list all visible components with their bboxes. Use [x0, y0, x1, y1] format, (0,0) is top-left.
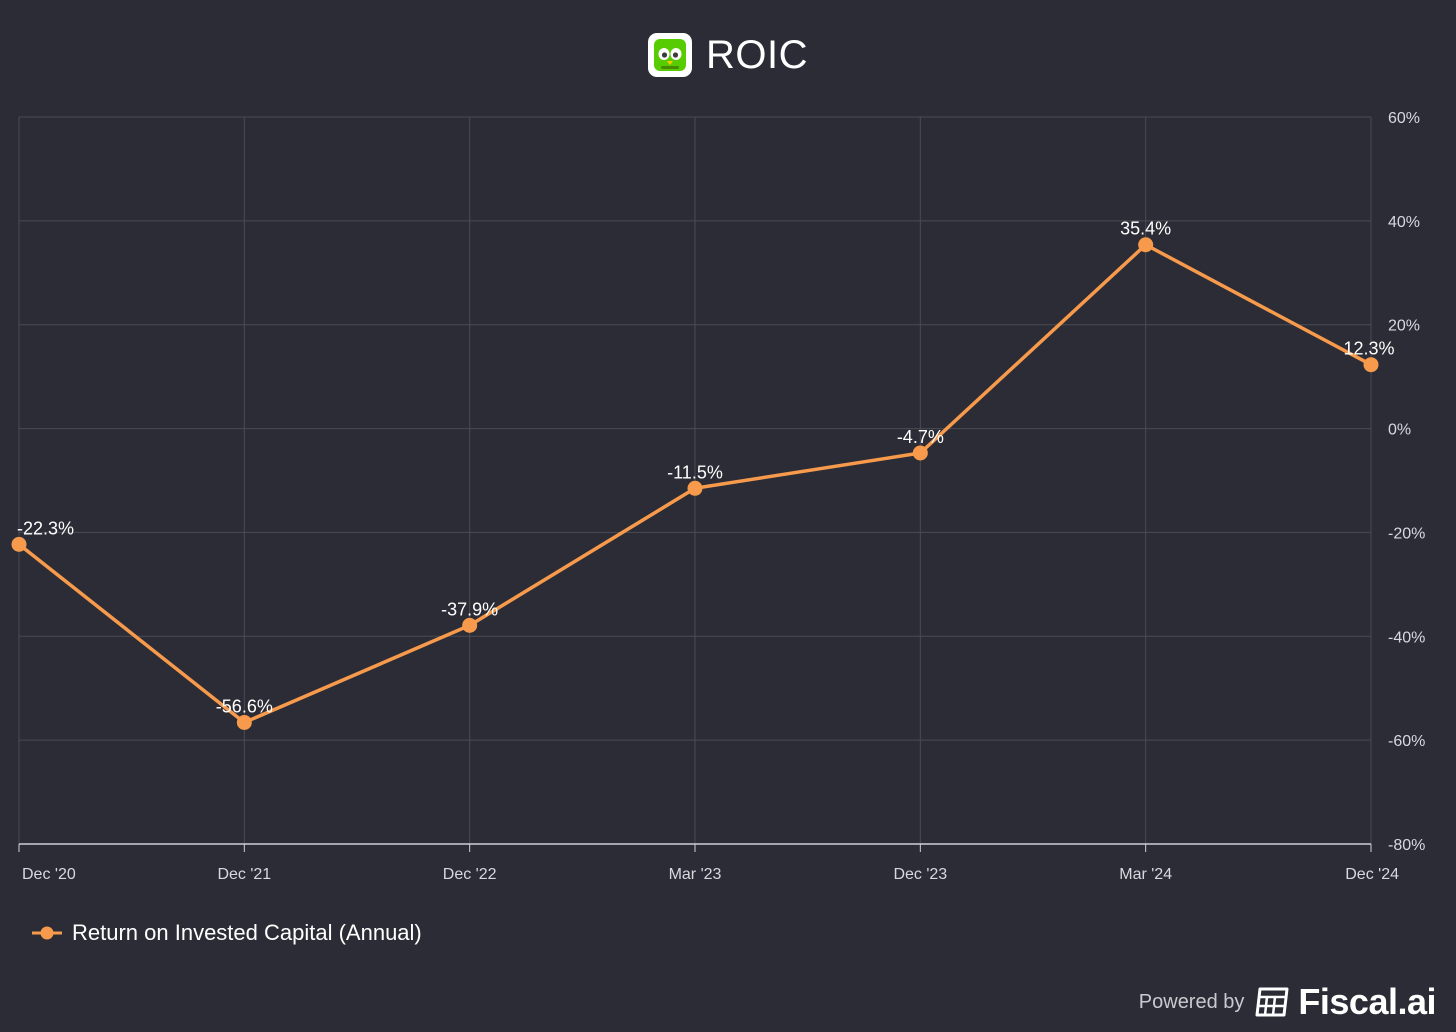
powered-by-label: Powered by [1138, 990, 1245, 1013]
y-tick-label: -20% [1388, 525, 1425, 542]
data-label: 12.3% [1343, 339, 1394, 359]
y-tick-label: 40% [1388, 214, 1420, 231]
x-tick-label: Mar '23 [669, 866, 722, 883]
chart-series [11, 237, 1379, 730]
chart-title-bar: ROIC [0, 30, 1456, 80]
powered-by-brand[interactable]: Powered by Fiscal.ai [1138, 981, 1437, 1022]
y-tick-label: -80% [1388, 837, 1425, 854]
x-tick-label: Dec '22 [443, 866, 497, 883]
data-point[interactable] [1138, 237, 1154, 253]
data-point[interactable] [912, 445, 928, 461]
x-tick-label: Dec '20 [22, 866, 76, 883]
data-point[interactable] [462, 617, 478, 633]
legend-label: Return on Invested Capital (Annual) [72, 920, 422, 945]
chart-data-labels: -22.3% -56.6% -37.9% -11.5% -4.7% 35.4% 12.3% [17, 219, 1395, 717]
data-point[interactable] [236, 714, 252, 730]
duolingo-owl-icon [648, 33, 692, 77]
legend-series-marker [32, 926, 62, 940]
data-label: 35.4% [1120, 219, 1171, 239]
data-point[interactable] [687, 480, 703, 496]
brand-name: Fiscal.ai [1298, 981, 1436, 1022]
x-tick-label: Dec '23 [893, 866, 947, 883]
chart-axes: 60% 40% 20% 0% -20% -40% -60% -80% Dec '20 Dec '2… [18, 110, 1425, 883]
data-point[interactable] [1363, 357, 1379, 373]
data-label: -37.9% [441, 599, 498, 619]
legend-item-roic[interactable]: Return on Invested Capital (Annual) [32, 918, 422, 948]
data-label: -22.3% [17, 518, 74, 538]
y-tick-label: -40% [1388, 629, 1425, 646]
data-label: -56.6% [216, 696, 273, 716]
y-tick-label: 0% [1388, 422, 1411, 439]
x-tick-label: Dec '24 [1345, 866, 1399, 883]
y-tick-label: 20% [1388, 318, 1420, 335]
x-tick-label: Mar '24 [1119, 866, 1172, 883]
chart-grid [18, 116, 1372, 844]
fiscal-ai-logo-icon [1255, 987, 1289, 1017]
data-label: -4.7% [897, 427, 944, 447]
chart-title: ROIC [706, 32, 808, 77]
y-tick-label: -60% [1388, 733, 1425, 750]
x-tick-label: Dec '21 [217, 866, 271, 883]
y-tick-label: 60% [1388, 110, 1420, 127]
data-point[interactable] [11, 536, 27, 552]
data-label: -11.5% [667, 462, 723, 482]
